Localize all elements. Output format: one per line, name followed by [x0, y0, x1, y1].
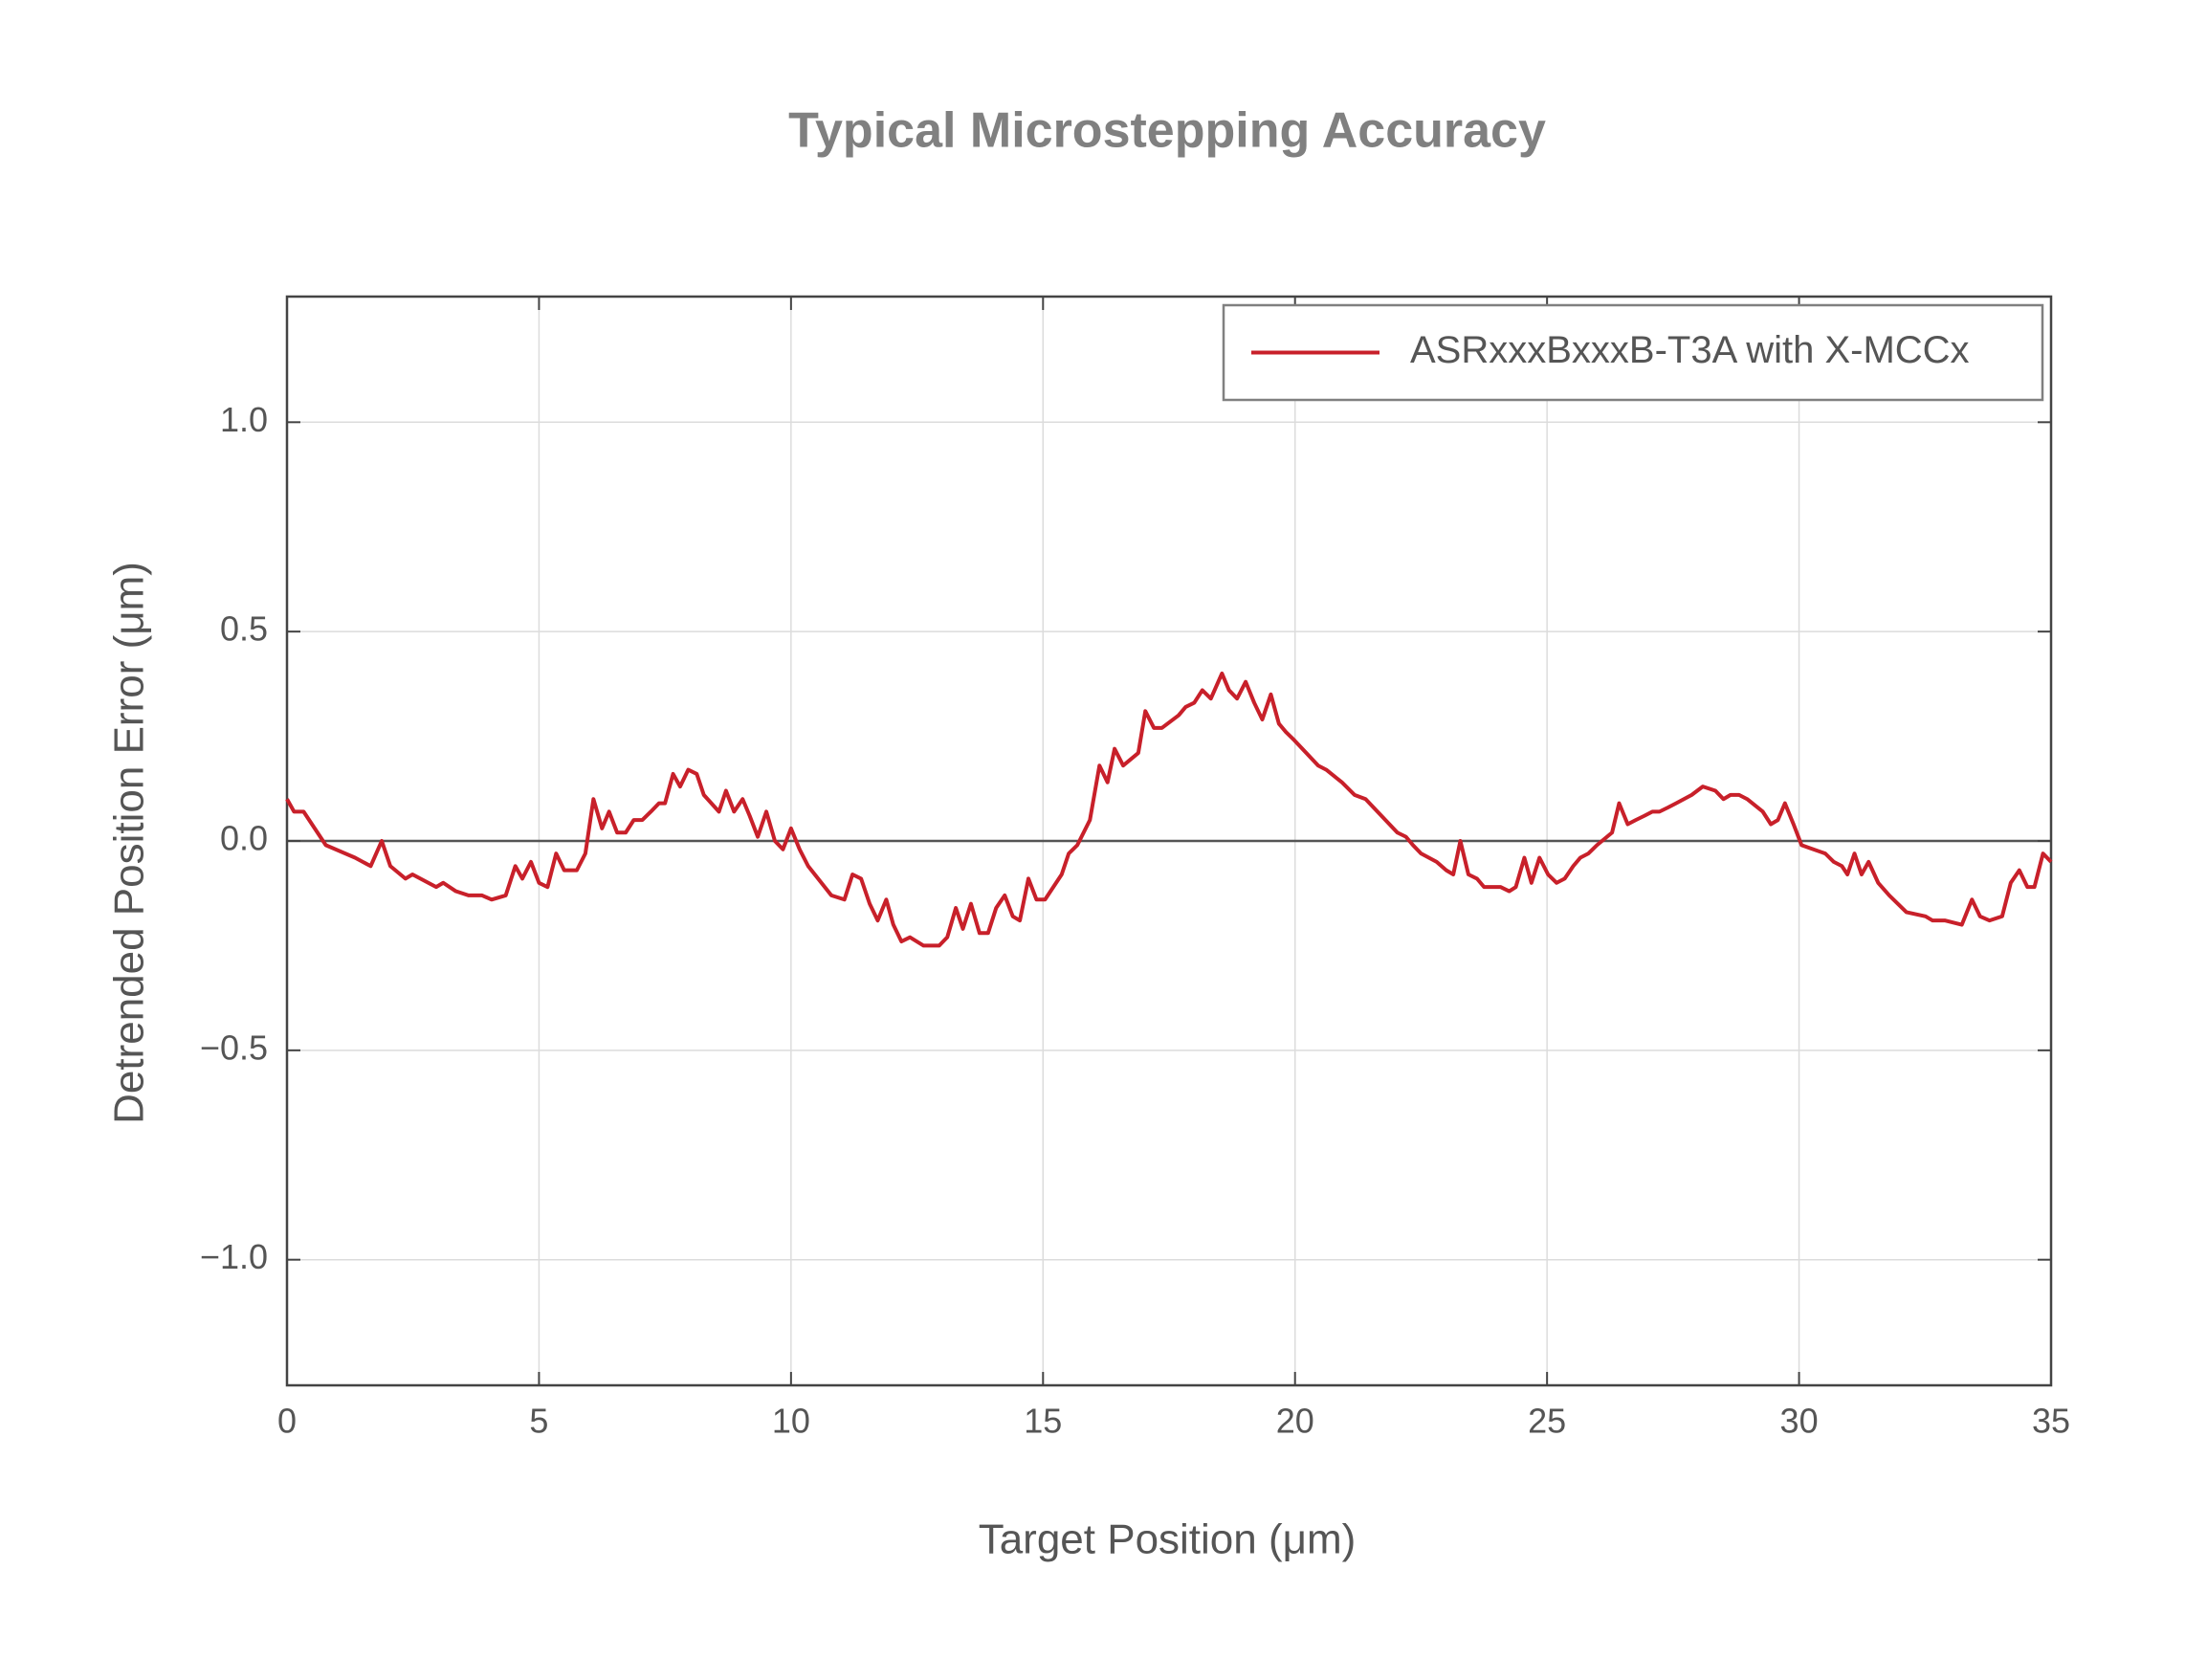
x-tick-label: 30	[1780, 1402, 1819, 1441]
y-tick-label: −0.5	[200, 1028, 268, 1067]
plot-frame	[285, 295, 2053, 1387]
y-tick-label: 0.5	[220, 609, 268, 649]
y-tick-label: −1.0	[200, 1237, 268, 1276]
legend-label: ASRxxxBxxxB-T3A with X-MCCx	[1410, 329, 1970, 371]
y-axis-label: Detrended Position Error (μm)	[106, 562, 153, 1124]
data-line	[285, 671, 2053, 948]
x-axis-label: Target Position (μm)	[979, 1516, 1357, 1563]
x-tick-label: 15	[1024, 1402, 1062, 1441]
legend: ASRxxxBxxxB-T3A with X-MCCx	[1222, 303, 2044, 402]
x-tick-label: 5	[529, 1402, 548, 1441]
x-tick-label: 35	[2032, 1402, 2070, 1441]
y-tick-label: 1.0	[220, 400, 268, 439]
y-tick-label: 0.0	[220, 819, 268, 858]
chart-title: Typical Microstepping Accuracy	[788, 103, 1546, 159]
x-tick-label: 0	[277, 1402, 297, 1441]
x-tick-label: 10	[772, 1402, 810, 1441]
x-tick-label: 20	[1276, 1402, 1314, 1441]
x-tick-label: 25	[1528, 1402, 1566, 1441]
